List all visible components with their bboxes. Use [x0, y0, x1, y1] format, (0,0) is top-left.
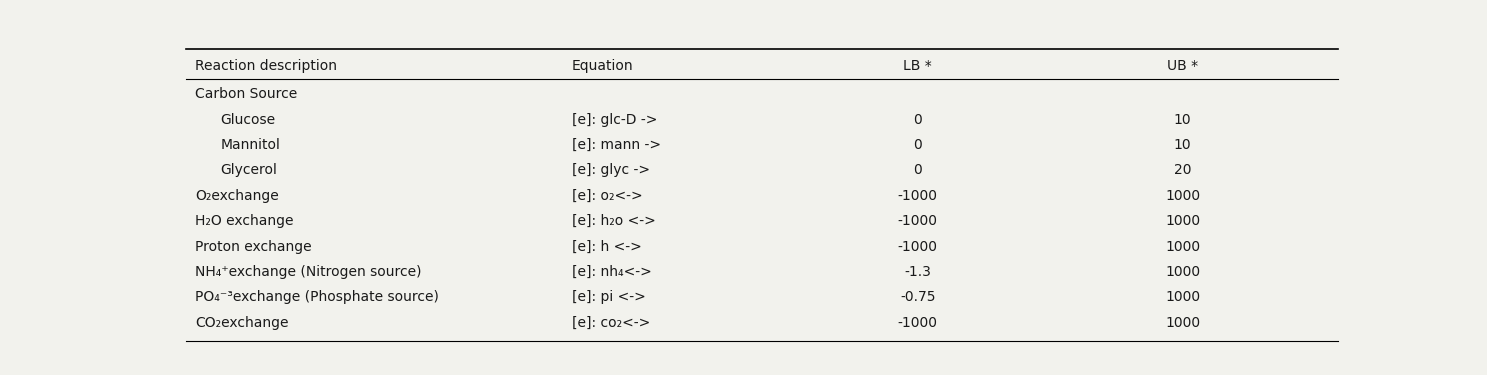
- Text: 1000: 1000: [1166, 316, 1200, 330]
- Text: -1000: -1000: [898, 214, 938, 228]
- Text: -0.75: -0.75: [900, 290, 935, 304]
- Text: [e]: o₂<->: [e]: o₂<->: [572, 189, 642, 203]
- Text: 20: 20: [1173, 164, 1191, 177]
- Text: Mannitol: Mannitol: [220, 138, 281, 152]
- Text: CO₂exchange: CO₂exchange: [195, 316, 288, 330]
- Text: -1000: -1000: [898, 189, 938, 203]
- Text: 10: 10: [1173, 112, 1191, 127]
- Text: [e]: mann ->: [e]: mann ->: [572, 138, 660, 152]
- Text: Equation: Equation: [572, 59, 633, 74]
- Text: Glucose: Glucose: [220, 112, 275, 127]
- Text: 1000: 1000: [1166, 214, 1200, 228]
- Text: -1.3: -1.3: [904, 265, 931, 279]
- Text: 10: 10: [1173, 138, 1191, 152]
- Text: 0: 0: [913, 112, 922, 127]
- Text: UB *: UB *: [1167, 59, 1199, 74]
- Text: [e]: h <->: [e]: h <->: [572, 240, 642, 254]
- Text: Glycerol: Glycerol: [220, 164, 277, 177]
- Text: [e]: nh₄<->: [e]: nh₄<->: [572, 265, 651, 279]
- Text: 0: 0: [913, 138, 922, 152]
- Text: -1000: -1000: [898, 316, 938, 330]
- Text: 1000: 1000: [1166, 290, 1200, 304]
- Text: Carbon Source: Carbon Source: [195, 87, 297, 101]
- Text: 1000: 1000: [1166, 189, 1200, 203]
- Text: LB *: LB *: [903, 59, 932, 74]
- Text: Proton exchange: Proton exchange: [195, 240, 312, 254]
- Text: Reaction description: Reaction description: [195, 59, 338, 74]
- Text: 0: 0: [913, 164, 922, 177]
- Text: H₂O exchange: H₂O exchange: [195, 214, 293, 228]
- Text: [e]: glyc ->: [e]: glyc ->: [572, 164, 650, 177]
- Text: 1000: 1000: [1166, 265, 1200, 279]
- Text: [e]: co₂<->: [e]: co₂<->: [572, 316, 650, 330]
- Text: PO₄⁻³exchange (Phosphate source): PO₄⁻³exchange (Phosphate source): [195, 290, 439, 304]
- Text: [e]: h₂o <->: [e]: h₂o <->: [572, 214, 656, 228]
- Text: [e]: pi <->: [e]: pi <->: [572, 290, 645, 304]
- Text: NH₄⁺exchange (Nitrogen source): NH₄⁺exchange (Nitrogen source): [195, 265, 422, 279]
- Text: -1000: -1000: [898, 240, 938, 254]
- Text: [e]: glc-D ->: [e]: glc-D ->: [572, 112, 657, 127]
- Text: O₂exchange: O₂exchange: [195, 189, 280, 203]
- Text: 1000: 1000: [1166, 240, 1200, 254]
